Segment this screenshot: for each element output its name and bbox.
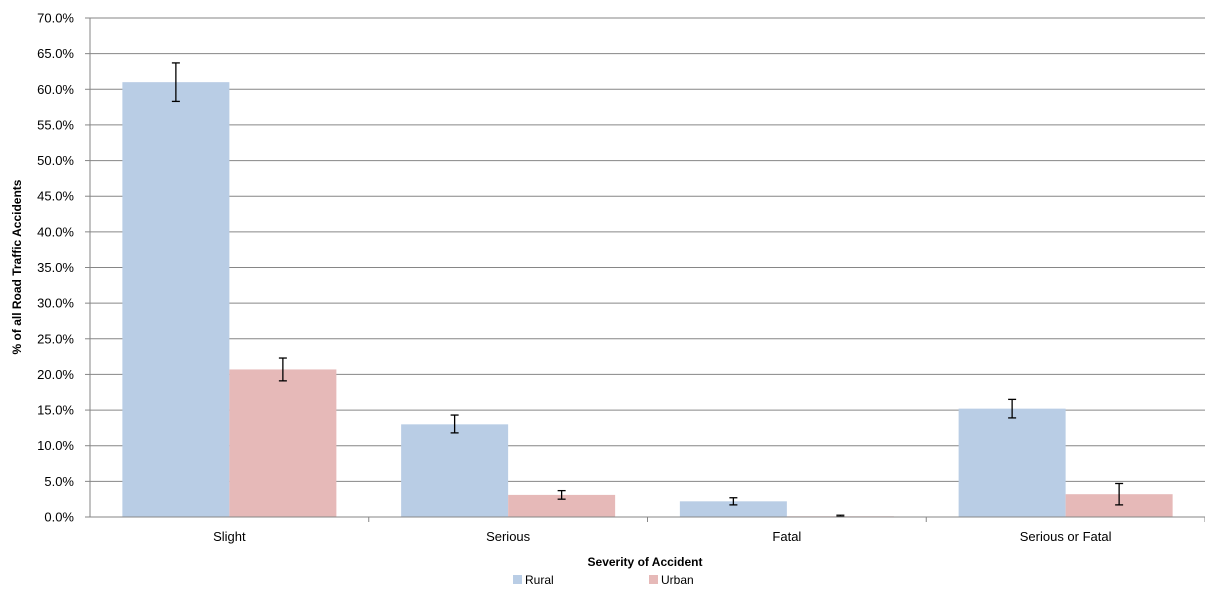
y-tick-label: 0.0% (44, 510, 74, 525)
x-axis-title: Severity of Accident (588, 555, 703, 569)
y-tick-label: 30.0% (37, 296, 74, 311)
bar-rural (679, 501, 787, 517)
legend: Rural Urban (513, 573, 694, 587)
y-tick-label: 40.0% (37, 224, 74, 239)
y-tick-labels: 0.0% 5.0% 10.0% 15.0% 20.0% 25.0% 30.0% 35.0% 40… (37, 11, 74, 525)
legend-label-urban: Urban (661, 573, 694, 587)
y-tick-label: 15.0% (37, 403, 74, 418)
y-tick-label: 25.0% (37, 331, 74, 346)
y-tick-label: 60.0% (37, 82, 74, 97)
y-tick-label: 50.0% (37, 153, 74, 168)
legend-label-rural: Rural (525, 573, 554, 587)
bar-urban (508, 494, 616, 517)
y-tick-label: 10.0% (37, 438, 74, 453)
bar-urban (1065, 494, 1173, 517)
bar-rural (122, 82, 230, 518)
bar-rural (401, 424, 509, 517)
error-bars (171, 62, 1124, 518)
y-tick-label: 55.0% (37, 117, 74, 132)
bar-rural (958, 408, 1066, 517)
x-category-label: Fatal (772, 529, 801, 544)
y-tick-label: 70.0% (37, 11, 74, 26)
y-tick-label: 45.0% (37, 189, 74, 204)
y-tick-label: 65.0% (37, 46, 74, 61)
x-category-label: Slight (213, 529, 246, 544)
y-tick-label: 5.0% (44, 474, 74, 489)
y-axis-title: % of all Road Traffic Accidents (10, 179, 24, 354)
bars (122, 82, 1173, 518)
x-category-label: Serious or Fatal (1020, 529, 1112, 544)
bar-urban (229, 369, 337, 517)
x-category-labels: Slight Serious Fatal Serious or Fatal (213, 529, 1112, 544)
axes (89, 18, 1205, 522)
x-category-label: Serious (486, 529, 531, 544)
legend-swatch-urban (649, 575, 658, 584)
y-tick-label: 35.0% (37, 260, 74, 275)
legend-swatch-rural (513, 575, 522, 584)
y-tick-label: 20.0% (37, 367, 74, 382)
